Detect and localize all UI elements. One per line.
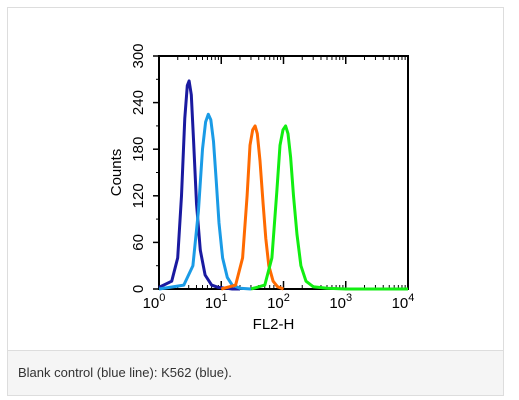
series-line xyxy=(158,112,252,291)
figure-area: 100 101 102 103 104 0 60 120 180 240 300 Counts FL… xyxy=(80,18,450,354)
y-tick-label: 180 xyxy=(130,137,147,162)
x-axis-label: FL2-H xyxy=(253,316,295,333)
x-tick-label: 104 xyxy=(392,292,415,312)
series-line xyxy=(250,124,408,291)
y-tick-label: 240 xyxy=(130,90,147,115)
figure-card: 100 101 102 103 104 0 60 120 180 240 300 Counts FL… xyxy=(7,7,504,396)
x-tick-label: 100 xyxy=(143,292,166,312)
series-line xyxy=(220,124,285,291)
figure-caption: Blank control (blue line): K562 (blue). xyxy=(18,365,232,380)
y-tick-label: 60 xyxy=(130,234,147,251)
x-tick-label: 101 xyxy=(205,292,228,312)
caption-bar: Blank control (blue line): K562 (blue). xyxy=(8,350,503,395)
x-tick-label: 103 xyxy=(329,292,352,312)
y-tick-label: 0 xyxy=(130,285,147,293)
histogram-chart: 100 101 102 103 104 0 60 120 180 240 300 Counts FL… xyxy=(108,43,415,333)
y-tick-label: 120 xyxy=(130,183,147,208)
y-axis-label: Counts xyxy=(108,149,125,197)
chart-series xyxy=(158,79,408,291)
y-tick-label: 300 xyxy=(130,43,147,68)
x-tick-label: 102 xyxy=(267,292,290,312)
